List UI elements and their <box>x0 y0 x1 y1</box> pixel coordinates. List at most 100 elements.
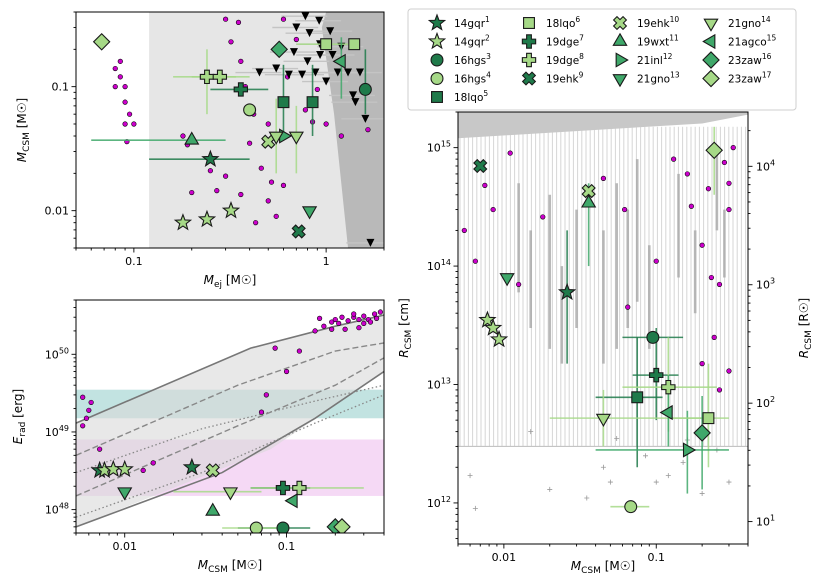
plot-area <box>76 309 384 533</box>
legend-item-23zaw17: 23zaw17 <box>702 69 772 88</box>
literature-dot <box>373 315 380 321</box>
legend-item-16hgs3: 16hgs3 <box>430 52 491 67</box>
panel-top-left: 0.1 1 0.01 0.1 Mej [M☉] MCSM [M☉] <box>15 11 385 290</box>
legend-marker-23zaw16 <box>702 51 720 69</box>
literature-dot <box>482 182 488 188</box>
literature-dot <box>540 214 546 220</box>
marker-23zaw17 <box>333 518 351 533</box>
literature-dot <box>699 361 705 367</box>
literature-dot <box>122 121 128 127</box>
literature-dot <box>283 368 290 375</box>
grey-cross <box>653 479 659 485</box>
marker-14gqr2 <box>221 201 241 219</box>
marker-23zaw16 <box>693 424 711 442</box>
legend-marker-21inl12 <box>615 52 629 68</box>
x-axis-label: Mej [M☉] <box>204 273 257 290</box>
literature-dot <box>367 319 374 325</box>
literature-dot <box>490 206 496 213</box>
y-tick-label: 1014 <box>427 258 451 273</box>
upper-limit-triangle <box>344 68 353 77</box>
plot-area <box>458 112 748 514</box>
upper-limit-triangle <box>284 70 293 79</box>
legend-label: 23zaw17 <box>728 71 772 86</box>
upper-limit-triangle <box>301 12 310 21</box>
legend-label: 23zaw16 <box>728 52 772 67</box>
legend-label: 18lqo6 <box>546 15 580 30</box>
literature-dot <box>625 304 631 310</box>
grey-cross <box>614 435 620 441</box>
literature-dot <box>708 274 714 281</box>
marker-21agco15 <box>284 493 298 509</box>
upper-limit-triangle <box>305 29 314 38</box>
legend-marker-19wxt11 <box>612 32 628 46</box>
upper-limit-triangle <box>355 68 364 77</box>
marker-14gqr1 <box>557 282 577 301</box>
literature-dot <box>88 399 94 406</box>
legend-item-23zaw16: 23zaw16 <box>702 51 772 69</box>
upper-limit-triangle <box>351 98 360 107</box>
marker-19ehk10 <box>205 463 220 478</box>
literature-dot <box>228 39 234 45</box>
literature-dot <box>705 186 712 192</box>
upper-limit-triangle <box>292 23 301 32</box>
legend-marker-16hgs3 <box>430 53 444 67</box>
literature-dot <box>671 156 677 162</box>
grey-cross <box>607 479 613 485</box>
y-axis-label: MCSM [M☉] <box>15 98 32 162</box>
literature-dot <box>273 213 279 219</box>
marker-18lqo6 <box>348 38 361 51</box>
marker-19dge7 <box>649 367 664 383</box>
legend-label: 14gqr1 <box>454 15 490 30</box>
y2-tick-label: 103 <box>756 277 775 292</box>
x-tick-label: 0.01 <box>112 540 137 553</box>
legend-label: 19dge7 <box>546 34 584 49</box>
literature-dot <box>268 179 275 185</box>
literature-dot <box>235 19 242 25</box>
y-tick-label: 1012 <box>427 495 451 510</box>
x-tick-label: 0.01 <box>492 551 517 564</box>
literature-dot <box>83 415 90 421</box>
literature-dot <box>323 121 329 127</box>
legend-label: 19dge8 <box>546 52 584 67</box>
y2-tick-label: 101 <box>756 514 775 529</box>
legend-marker-23zaw17 <box>702 69 720 88</box>
literature-dot <box>97 446 103 452</box>
literature-dot <box>131 121 137 127</box>
literature-dot <box>516 281 522 288</box>
excluded-region <box>458 112 748 139</box>
upper-limit-triangle <box>326 27 335 36</box>
marker-14gqr2 <box>197 209 217 228</box>
axes-frame <box>75 299 385 534</box>
grey-cross <box>528 429 534 435</box>
legend-marker-16hgs4 <box>430 72 444 86</box>
legend-label: 21agco15 <box>728 34 776 49</box>
literature-dot <box>345 318 351 324</box>
literature-dot <box>622 206 628 213</box>
legend-marker-21gno13 <box>612 74 628 88</box>
literature-dot <box>356 316 362 323</box>
literature-dot <box>122 99 128 105</box>
upper-limit-triangle <box>316 51 325 60</box>
upper-limit-triangle <box>303 57 312 66</box>
literature-dot <box>716 281 723 288</box>
literature-dot <box>280 16 287 22</box>
literature-dot <box>342 326 348 332</box>
literature-dot <box>253 220 259 226</box>
literature-dot <box>356 325 362 331</box>
upper-limit-triangle <box>289 48 298 57</box>
literature-dot <box>377 309 383 315</box>
marker-21gno13 <box>499 273 515 287</box>
literature-dot <box>272 345 278 351</box>
legend-marker-19dge8 <box>521 52 537 68</box>
legend-item-19dge7: 19dge7 <box>521 34 584 49</box>
marker-23zaw17 <box>705 141 724 160</box>
literature-dot <box>238 191 244 198</box>
literature-dot <box>112 65 118 72</box>
literature-dot <box>312 328 318 334</box>
marker-19wxt11 <box>184 131 200 145</box>
legend-box <box>407 8 797 111</box>
y-axis-label: Erad [erg] <box>11 389 28 444</box>
marker-19ehk10 <box>581 183 596 199</box>
marker-14gqr2 <box>173 213 193 231</box>
literature-dot <box>721 159 727 166</box>
